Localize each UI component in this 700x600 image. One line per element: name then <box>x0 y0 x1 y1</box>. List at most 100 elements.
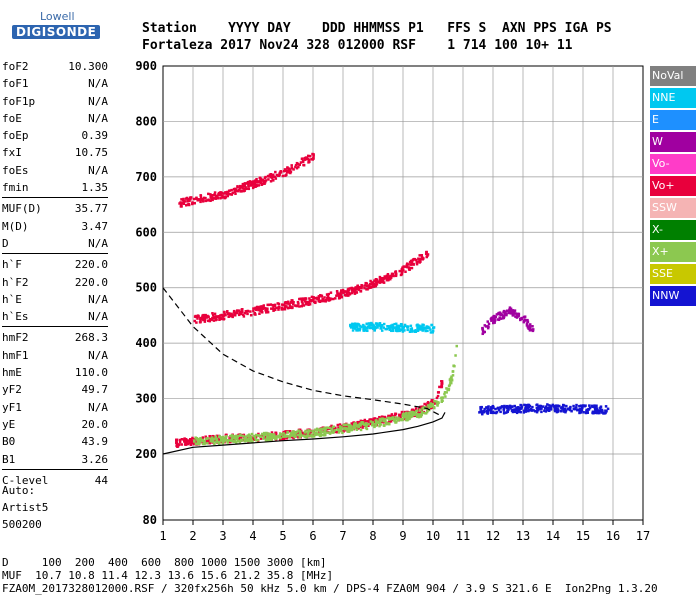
data-point <box>599 405 603 408</box>
param-key: M(D) <box>2 219 29 233</box>
data-point <box>306 302 310 305</box>
data-point <box>264 179 268 182</box>
data-point <box>244 310 248 313</box>
data-point <box>372 324 375 328</box>
data-point <box>180 198 183 201</box>
data-point <box>272 308 276 312</box>
data-point <box>290 431 293 435</box>
data-point <box>426 401 430 404</box>
data-point <box>403 323 407 327</box>
data-point <box>335 289 339 293</box>
data-point <box>288 430 292 433</box>
data-point <box>506 406 510 410</box>
data-point <box>213 442 216 446</box>
data-point <box>374 419 378 422</box>
data-point <box>426 329 429 333</box>
data-point <box>403 265 406 268</box>
param-value: N/A <box>88 77 108 91</box>
data-point <box>265 311 268 314</box>
data-point <box>191 436 194 440</box>
data-point <box>514 315 517 318</box>
data-point <box>387 414 390 418</box>
data-point <box>288 302 291 305</box>
data-point <box>333 429 337 432</box>
data-point <box>223 440 226 443</box>
data-point <box>588 404 591 407</box>
data-point <box>238 187 242 190</box>
data-point <box>199 196 203 200</box>
data-point <box>237 309 241 312</box>
data-point <box>421 326 425 329</box>
data-point <box>321 298 325 302</box>
data-point <box>276 302 280 305</box>
data-point <box>306 154 310 158</box>
data-point <box>302 304 306 307</box>
data-point <box>360 325 363 329</box>
data-point <box>233 436 237 440</box>
data-point <box>262 434 265 438</box>
data-point <box>248 433 251 436</box>
data-point <box>419 328 422 331</box>
data-point <box>284 430 287 434</box>
data-point <box>411 330 414 333</box>
data-point <box>555 405 558 408</box>
data-point <box>245 309 249 313</box>
param-row: yF2 49.7 <box>2 381 108 398</box>
data-point <box>248 434 251 438</box>
data-point <box>244 435 247 438</box>
data-point <box>404 412 408 415</box>
param-row: h`E N/A <box>2 291 108 308</box>
data-point <box>553 409 557 413</box>
data-point <box>419 415 423 418</box>
data-point <box>270 307 273 310</box>
data-point <box>257 432 260 436</box>
data-point <box>406 326 409 329</box>
data-point <box>451 370 455 373</box>
data-point <box>262 437 265 440</box>
data-point <box>312 298 315 301</box>
data-point <box>250 432 254 436</box>
data-point <box>266 435 269 438</box>
data-point <box>481 332 484 336</box>
data-point <box>423 326 426 330</box>
data-point <box>452 364 455 368</box>
data-point <box>298 435 302 439</box>
legend-item: NNW <box>650 286 696 308</box>
data-point <box>591 411 594 415</box>
data-point <box>561 403 565 407</box>
data-point <box>419 325 422 328</box>
data-point <box>522 409 525 413</box>
data-point <box>511 309 515 312</box>
data-point <box>256 180 259 183</box>
autoscaling-info: Auto: Artist5 500200 <box>2 482 48 533</box>
data-point <box>376 326 379 329</box>
data-point <box>399 323 403 326</box>
data-point <box>578 411 581 415</box>
data-point <box>255 439 258 442</box>
data-point <box>356 421 359 424</box>
data-point <box>221 440 225 444</box>
data-point <box>519 407 523 410</box>
data-point <box>285 173 288 177</box>
data-point <box>562 410 566 413</box>
data-point <box>246 434 250 437</box>
data-point <box>226 194 230 198</box>
data-point <box>286 306 290 310</box>
data-point <box>346 425 349 429</box>
data-point <box>291 435 294 439</box>
data-point <box>482 410 486 414</box>
data-point <box>300 434 304 437</box>
data-point <box>341 288 345 292</box>
data-point <box>257 184 261 187</box>
data-point <box>408 416 411 420</box>
data-point <box>271 435 274 438</box>
data-point <box>298 305 301 308</box>
data-point <box>597 410 601 414</box>
legend-item: X- <box>650 220 696 242</box>
data-point <box>408 260 412 264</box>
data-point <box>181 198 185 202</box>
data-point <box>364 422 368 425</box>
data-point <box>414 330 418 333</box>
data-point <box>226 190 229 194</box>
data-point <box>226 439 229 442</box>
